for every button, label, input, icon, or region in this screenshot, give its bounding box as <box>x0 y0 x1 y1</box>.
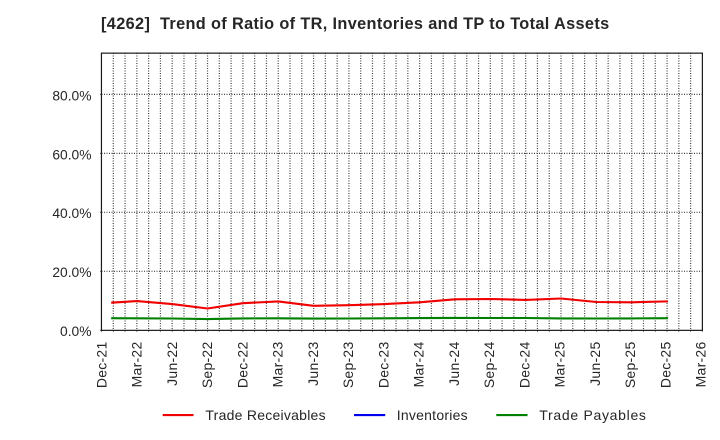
svg-text:Dec-24: Dec-24 <box>516 342 532 389</box>
svg-text:Mar-22: Mar-22 <box>129 342 145 388</box>
svg-text:Inventories: Inventories <box>397 407 468 423</box>
svg-text:Trade Payables: Trade Payables <box>539 407 646 423</box>
svg-text:Trade Receivables: Trade Receivables <box>205 407 325 423</box>
svg-text:0.0%: 0.0% <box>60 324 91 339</box>
svg-text:Sep-22: Sep-22 <box>199 342 215 389</box>
svg-text:Jun-24: Jun-24 <box>446 342 462 386</box>
svg-text:Sep-23: Sep-23 <box>340 342 356 389</box>
svg-text:Jun-22: Jun-22 <box>164 342 180 386</box>
svg-text:Sep-25: Sep-25 <box>622 342 638 389</box>
svg-text:[4262] Trend of Ratio of TR,: [4262] Trend of Ratio of TR, Inventories… <box>101 15 610 33</box>
svg-text:60.0%: 60.0% <box>52 147 91 162</box>
svg-text:Mar-25: Mar-25 <box>552 342 568 388</box>
svg-text:Dec-21: Dec-21 <box>93 342 109 389</box>
svg-text:Mar-23: Mar-23 <box>270 342 286 388</box>
svg-text:Dec-23: Dec-23 <box>375 342 391 389</box>
svg-text:Jun-25: Jun-25 <box>587 342 603 386</box>
svg-text:Dec-22: Dec-22 <box>234 342 250 389</box>
svg-text:Mar-24: Mar-24 <box>411 342 427 388</box>
svg-text:80.0%: 80.0% <box>52 88 91 103</box>
svg-text:20.0%: 20.0% <box>52 265 91 280</box>
svg-text:Mar-26: Mar-26 <box>693 342 709 388</box>
svg-text:Sep-24: Sep-24 <box>481 342 497 389</box>
svg-text:40.0%: 40.0% <box>52 206 91 221</box>
svg-text:Jun-23: Jun-23 <box>305 342 321 386</box>
svg-text:Dec-25: Dec-25 <box>657 342 673 389</box>
